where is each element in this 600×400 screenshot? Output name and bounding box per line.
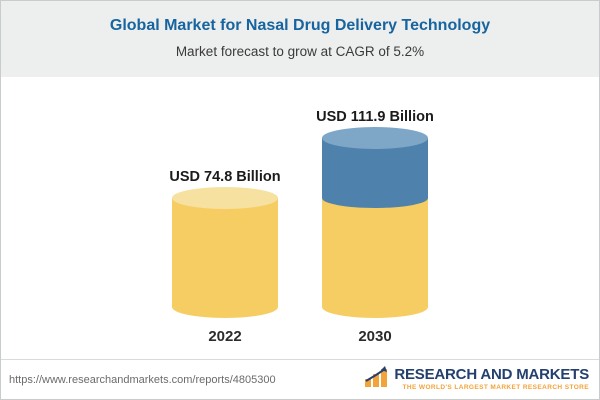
logo-tagline: THE WORLD'S LARGEST MARKET RESEARCH STOR…	[402, 384, 589, 392]
bar-value-label: USD 111.9 Billion	[316, 109, 434, 125]
bar-2030: USD 111.9 Billion 2030	[300, 109, 450, 345]
researchandmarkets-logo[interactable]: RESEARCH AND MARKETS THE WORLD'S LARGEST…	[364, 366, 589, 393]
logo-text: RESEARCH AND MARKETS	[394, 366, 589, 384]
footer: https://www.researchandmarkets.com/repor…	[1, 359, 599, 399]
chart-header: Global Market for Nasal Drug Delivery Te…	[1, 1, 599, 77]
cylinder	[172, 187, 278, 318]
cylinder-bar-chart: USD 74.8 Billion 2022 USD 111.9 Billion 203…	[1, 77, 599, 359]
cylinder-segment-base	[322, 198, 428, 318]
cylinder-top-face	[322, 127, 428, 149]
category-label: 2030	[358, 328, 392, 345]
cylinder-segment-base	[172, 198, 278, 318]
bar-value-label: USD 74.8 Billion	[169, 169, 281, 185]
logo-mark-icon	[364, 366, 388, 393]
report-url[interactable]: https://www.researchandmarkets.com/repor…	[9, 373, 276, 386]
logo-text-block: RESEARCH AND MARKETS THE WORLD'S LARGEST…	[394, 367, 589, 392]
bar-2022: USD 74.8 Billion 2022	[150, 169, 300, 345]
chart-title: Global Market for Nasal Drug Delivery Te…	[109, 17, 491, 34]
cylinder	[322, 127, 428, 318]
chart-subtitle: Market forecast to grow at CAGR of 5.2%	[175, 44, 425, 59]
cylinder-top-face	[172, 187, 278, 209]
category-label: 2022	[208, 328, 242, 345]
